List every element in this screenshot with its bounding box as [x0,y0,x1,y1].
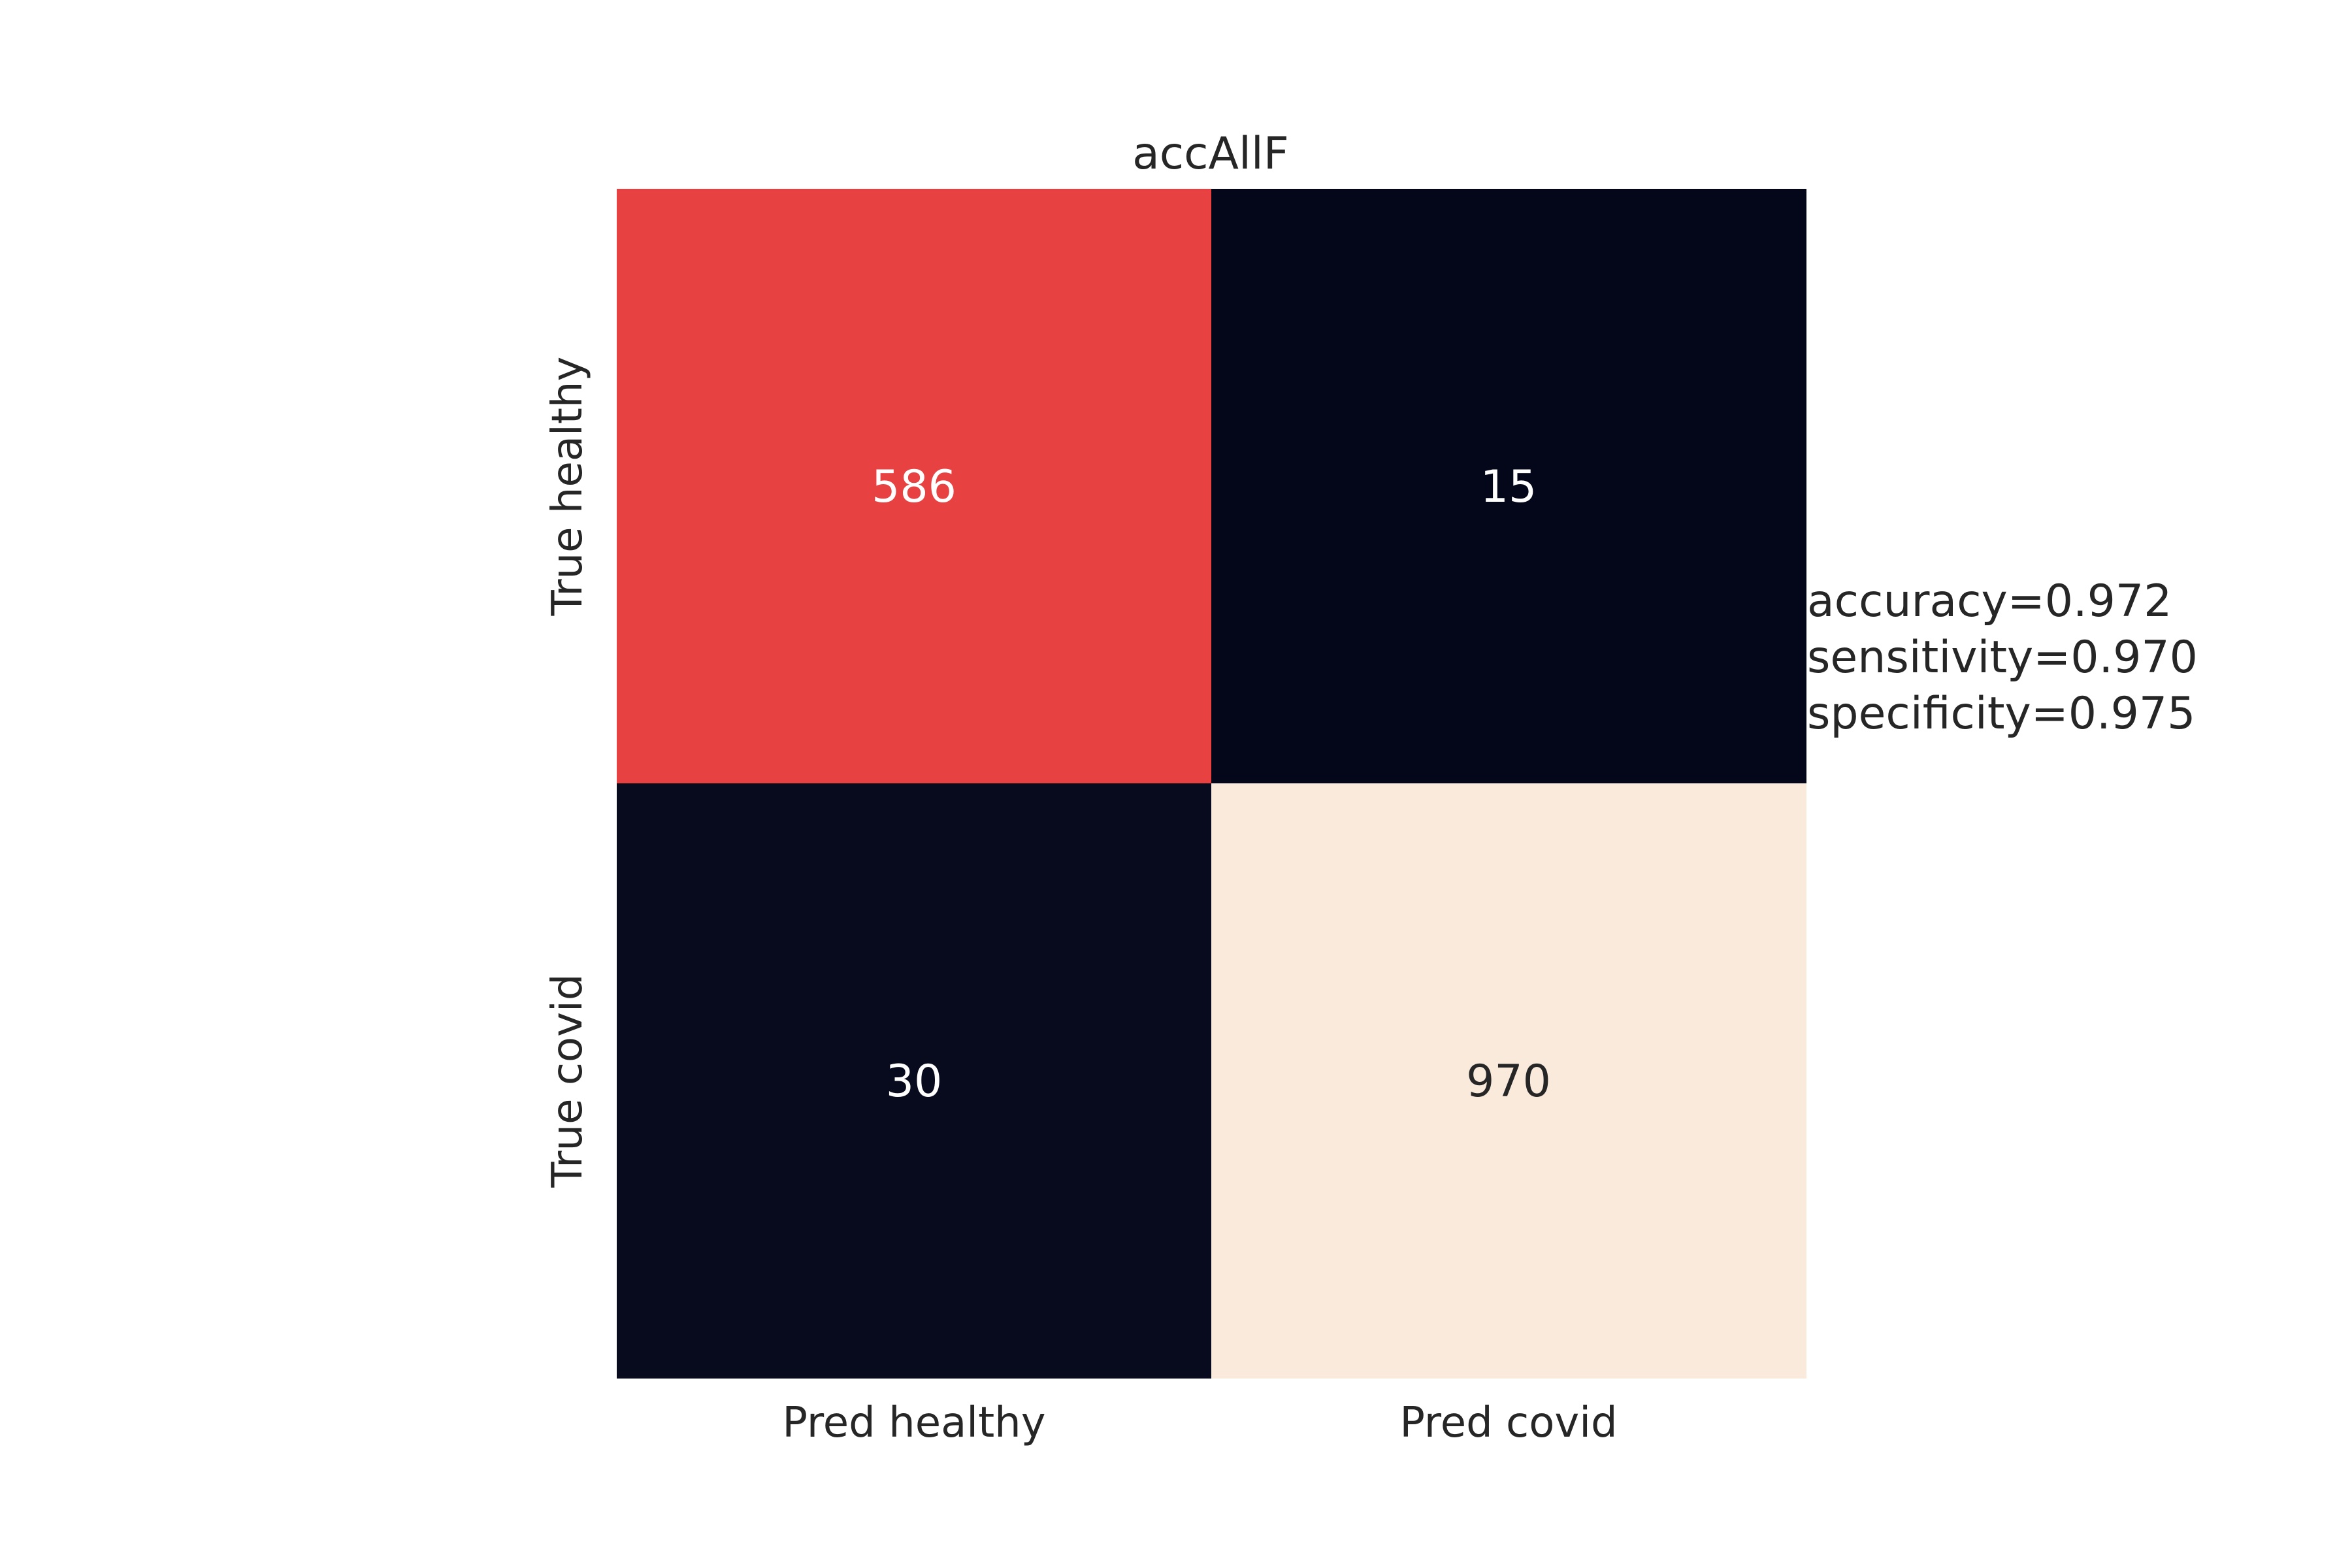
cell-value-label-r1-c0: 30 [886,1056,943,1107]
metric-annotation-0: accuracy=0.972 [1807,576,2172,627]
metric-annotation-2: specificity=0.975 [1807,688,2195,740]
y-tick-label-0: True healthy [544,357,592,617]
x-axis-tick-labels: Pred healthy Pred covid [782,1399,1617,1447]
cell-value-label-r0-c1: 15 [1480,461,1537,513]
y-axis-tick-labels: True healthy True covid [544,357,592,1188]
heatmap-cell-r0-c1 [1211,189,1806,784]
metrics-annotation: accuracy=0.972sensitivity=0.970specifici… [1807,576,2198,740]
metric-annotation-1: sensitivity=0.970 [1807,632,2198,683]
heatmap-cell-r1-c1 [1211,783,1806,1379]
heatmap-cell-r0-c0 [617,189,1212,784]
heatmap-cells [617,189,1806,1379]
heatmap-cell-labels: 586 15 30 970 [872,461,1551,1107]
heatmap-cell-r1-c0 [617,783,1212,1379]
x-tick-label-1: Pred covid [1399,1399,1617,1447]
chart-title: accAllF [1132,128,1289,180]
cell-value-label-r1-c1: 970 [1466,1056,1551,1107]
y-tick-label-1: True covid [544,974,592,1188]
cell-value-label-r0-c0: 586 [872,461,956,513]
x-tick-label-0: Pred healthy [782,1399,1045,1447]
